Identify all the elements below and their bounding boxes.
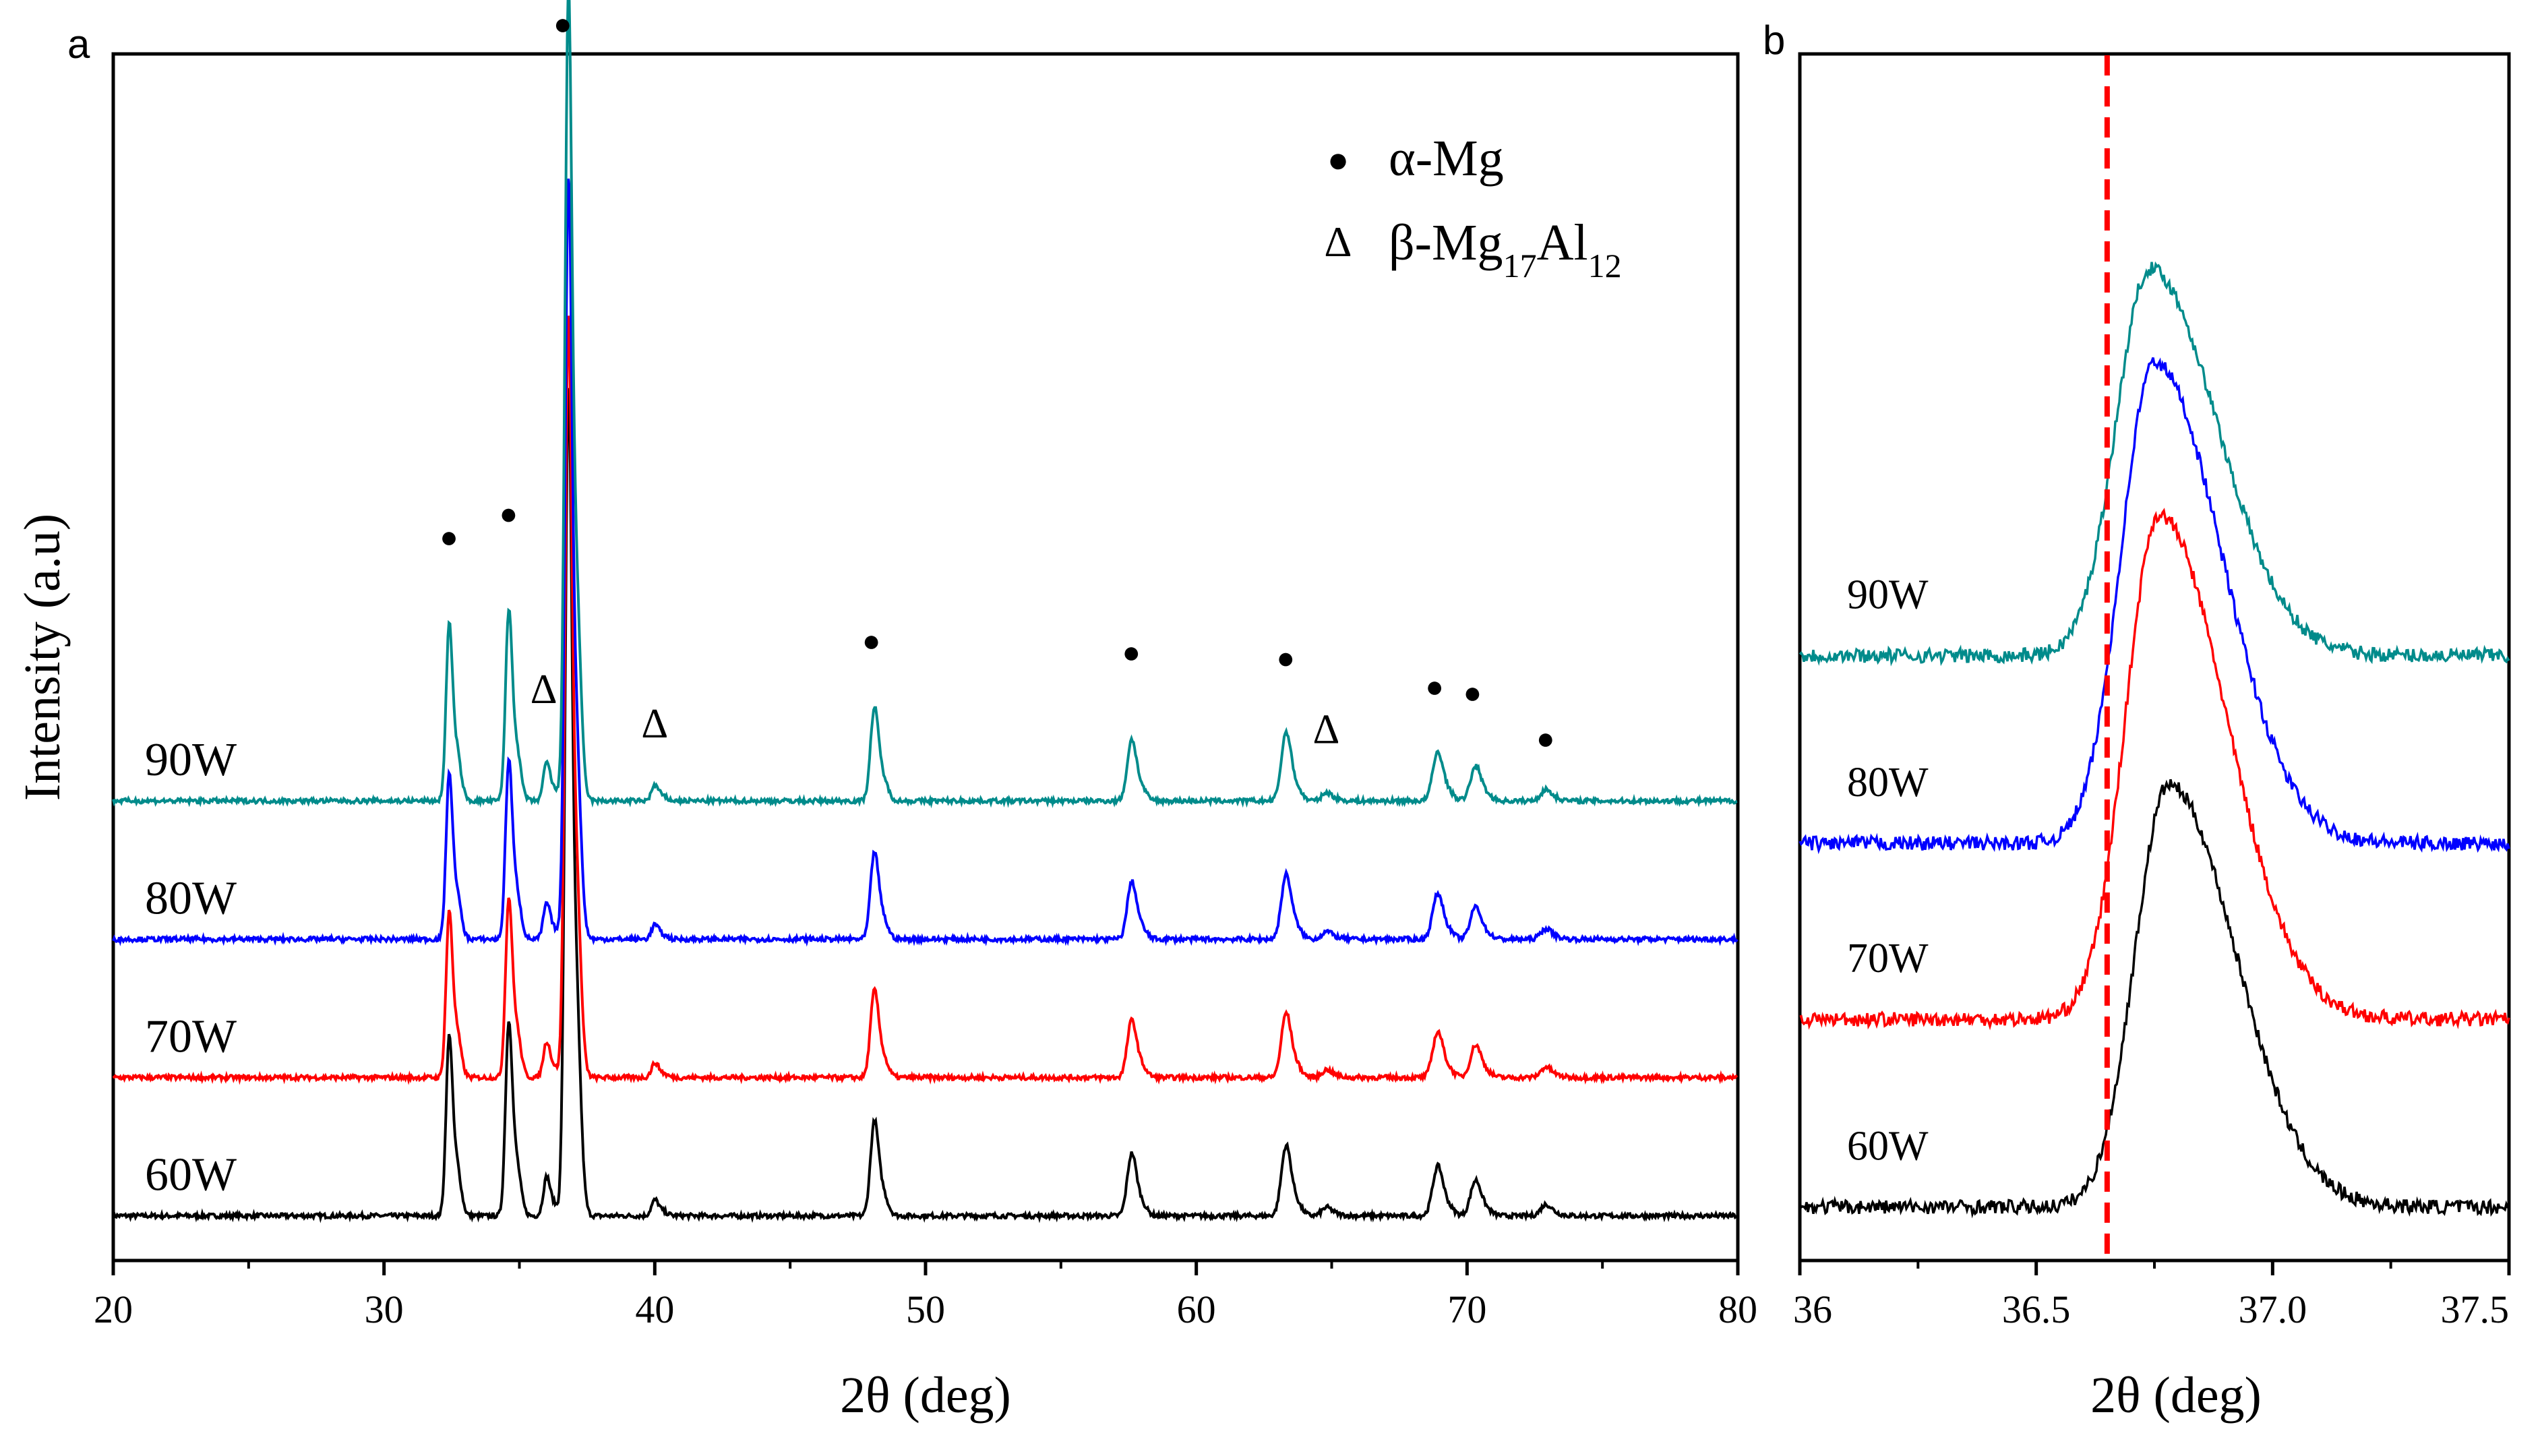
tick-label-b-3: 37.5 bbox=[2441, 1287, 2510, 1331]
alpha-mg-marker-5: ● bbox=[862, 624, 881, 658]
legend-alpha-mg-symbol: ● bbox=[1327, 140, 1350, 180]
panel-b-series-labels: 60W 70W 80W 90W bbox=[1847, 572, 1929, 1170]
tick-label-b-1: 36.5 bbox=[2002, 1287, 2071, 1331]
panel-a-traces bbox=[112, 0, 1738, 1223]
alpha-mg-marker-0: ● bbox=[440, 520, 458, 554]
trace-b-70W bbox=[1799, 508, 2510, 1031]
trace-a-90W bbox=[112, 0, 1738, 809]
series-label-b-90W: 90W bbox=[1847, 572, 1929, 618]
panel-a-y-axis-label: Intensity (a.u) bbox=[14, 514, 71, 801]
panel-b-letter: b bbox=[1763, 18, 1785, 63]
beta-phase-marker-3: Δ bbox=[531, 667, 557, 712]
series-label-a-80W: 80W bbox=[145, 872, 237, 924]
legend-beta-label: β-Mg17Al12 bbox=[1389, 214, 1622, 284]
panel-b-traces bbox=[1798, 261, 2510, 1219]
tick-label-a-20: 20 bbox=[94, 1287, 133, 1331]
tick-label-a-80: 80 bbox=[1718, 1287, 1757, 1331]
trace-a-80W bbox=[112, 178, 1738, 947]
alpha-mg-marker-7: ● bbox=[1276, 640, 1295, 675]
tick-label-b-0: 36 bbox=[1793, 1287, 1832, 1331]
tick-label-a-70: 70 bbox=[1447, 1287, 1486, 1331]
panel-b-x-axis-ticks: 36 36.5 37.0 37.5 bbox=[1793, 1261, 2511, 1331]
alpha-mg-marker-1: ● bbox=[500, 497, 518, 531]
trace-b-90W bbox=[1798, 261, 2510, 667]
alpha-mg-marker-11: ● bbox=[1536, 721, 1555, 756]
trace-b-60W bbox=[1798, 779, 2510, 1219]
tick-label-a-30: 30 bbox=[365, 1287, 404, 1331]
panel-a-chart: a ● ● ● Δ Δ ● ● ● Δ ● ● ● 20 30 40 50 60 70 80 60W 70W 80W 9… bbox=[14, 0, 1757, 1424]
series-label-b-70W: 70W bbox=[1847, 936, 1929, 981]
alpha-mg-marker-2: ● bbox=[553, 7, 572, 41]
panel-a-peak-markers: ● ● ● Δ Δ ● ● ● Δ ● ● ● bbox=[440, 7, 1555, 756]
panel-b-frame bbox=[1798, 52, 2511, 1263]
series-label-b-60W: 60W bbox=[1847, 1123, 1929, 1169]
beta-phase-marker-8: Δ bbox=[1313, 707, 1340, 753]
legend-alpha-mg-label: α-Mg bbox=[1389, 130, 1504, 187]
panel-a-x-axis-label: 2θ (deg) bbox=[840, 1367, 1011, 1424]
series-label-a-90W: 90W bbox=[145, 734, 237, 786]
beta-phase-marker-4: Δ bbox=[641, 701, 668, 747]
panel-a-legend: ● α-Mg Δ β-Mg17Al12 bbox=[1324, 130, 1621, 284]
trace-a-60W bbox=[112, 388, 1738, 1223]
tick-label-a-60: 60 bbox=[1177, 1287, 1216, 1331]
series-label-a-70W: 70W bbox=[145, 1011, 237, 1063]
panel-a-x-axis-ticks: 20 30 40 50 60 70 80 bbox=[94, 1261, 1757, 1331]
trace-a-70W bbox=[112, 315, 1738, 1085]
alpha-mg-marker-9: ● bbox=[1425, 669, 1444, 704]
trace-b-80W bbox=[1798, 357, 2510, 855]
tick-label-b-2: 37.0 bbox=[2239, 1287, 2307, 1331]
series-label-b-80W: 80W bbox=[1847, 760, 1929, 806]
panel-a-series-labels: 60W 70W 80W 90W bbox=[145, 734, 237, 1201]
series-label-a-60W: 60W bbox=[145, 1149, 237, 1201]
panel-a-letter: a bbox=[67, 22, 90, 67]
tick-label-a-40: 40 bbox=[635, 1287, 674, 1331]
alpha-mg-marker-6: ● bbox=[1122, 635, 1141, 669]
alpha-mg-marker-10: ● bbox=[1463, 675, 1482, 710]
panel-b-x-axis-label: 2θ (deg) bbox=[2090, 1367, 2262, 1424]
panel-b-chart: b 36 36.5 37.0 37.5 60W 70W 80W 90W 2θ (deg) bbox=[1763, 18, 2511, 1424]
legend-beta-symbol: Δ bbox=[1324, 218, 1352, 266]
tick-label-a-50: 50 bbox=[906, 1287, 945, 1331]
